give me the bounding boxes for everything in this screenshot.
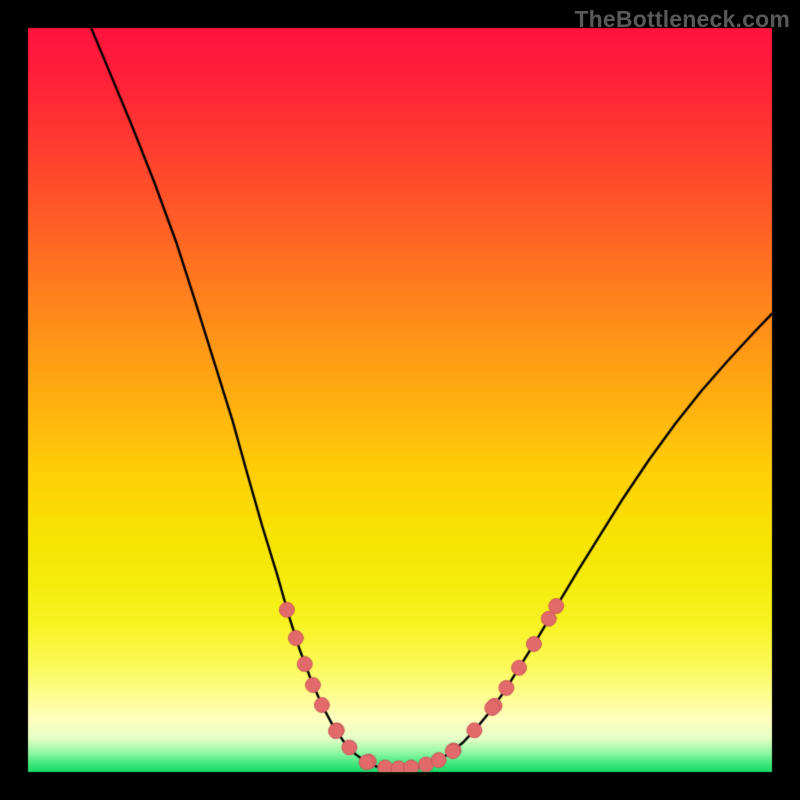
watermark-text: TheBottleneck.com [574, 6, 790, 33]
chart-stage: TheBottleneck.com [0, 0, 800, 800]
bottleneck-curve-plot [0, 0, 800, 800]
